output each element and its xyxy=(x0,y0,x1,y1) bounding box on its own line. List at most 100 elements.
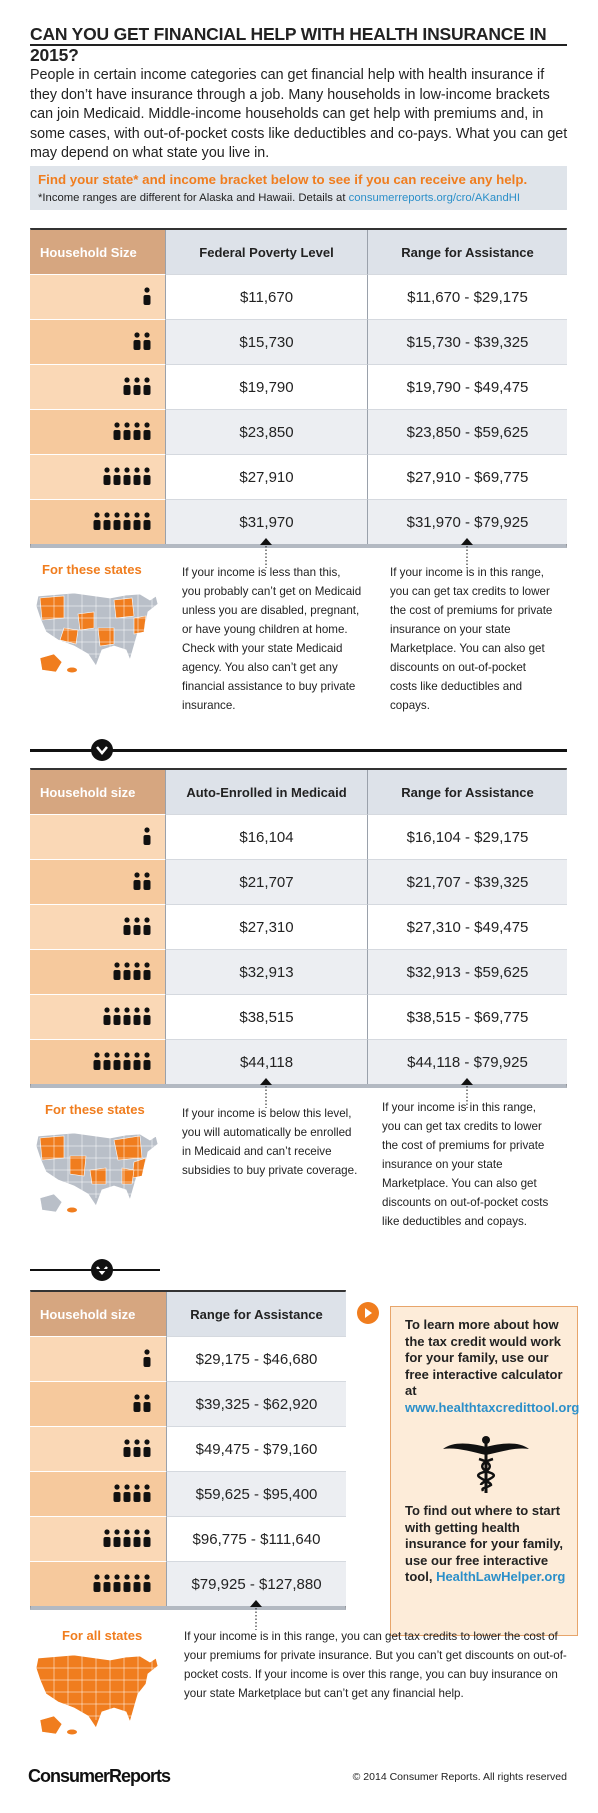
person-body xyxy=(123,1015,131,1025)
person-head xyxy=(134,1529,140,1535)
table-cell: $15,730 xyxy=(165,319,367,364)
person-body xyxy=(123,385,131,395)
person-head xyxy=(144,917,150,923)
person-body xyxy=(143,925,151,935)
household-icon xyxy=(123,377,151,395)
person-head xyxy=(144,1349,150,1355)
column-header: Household Size xyxy=(30,230,165,274)
map-state xyxy=(121,1167,135,1185)
pointer-head xyxy=(260,538,272,545)
column-header: Range for Assistance xyxy=(166,1292,346,1336)
person-head xyxy=(124,422,130,428)
person-head xyxy=(144,872,150,878)
person-body xyxy=(113,970,121,980)
person-head xyxy=(114,1574,120,1580)
sidebar: To learn more about how the tax credit w… xyxy=(390,1306,580,1636)
person-head xyxy=(134,1574,140,1580)
person-body xyxy=(133,880,141,890)
person-body xyxy=(143,1537,151,1547)
person-head xyxy=(124,377,130,383)
person-body xyxy=(113,475,121,485)
household-icon xyxy=(143,827,151,845)
person-body xyxy=(113,1537,121,1547)
person-body xyxy=(93,520,101,530)
arrow-badge xyxy=(357,1302,379,1324)
map-outline xyxy=(35,1654,159,1729)
pointer-head xyxy=(250,1600,262,1607)
person-body xyxy=(133,925,141,935)
table-cell: $21,707 xyxy=(165,859,367,904)
person-head xyxy=(144,1052,150,1058)
map-hawaii xyxy=(67,1207,77,1213)
household-icon xyxy=(93,1574,151,1592)
note: If your income is below this level, you … xyxy=(182,1107,358,1177)
person-body xyxy=(143,340,151,350)
person-body xyxy=(143,1447,151,1457)
us-map xyxy=(35,1654,159,1735)
person-head xyxy=(144,1484,150,1490)
person-body xyxy=(103,1060,111,1070)
household-cell xyxy=(30,1039,165,1084)
map-state xyxy=(133,615,147,635)
person-head xyxy=(144,332,150,338)
table-cell: $96,775 - $111,640 xyxy=(166,1516,346,1561)
person-head xyxy=(134,1052,140,1058)
title: CAN YOU GET FINANCIAL HELP WITH HEALTH I… xyxy=(30,24,547,65)
pointer xyxy=(461,538,473,568)
column-header: Household size xyxy=(30,1292,166,1336)
callout-note: *Income ranges are different for Alaska … xyxy=(38,192,346,204)
household-cell xyxy=(30,409,165,454)
person-body xyxy=(143,1582,151,1592)
person-head xyxy=(144,1394,150,1400)
person-body xyxy=(143,430,151,440)
person-head xyxy=(104,1007,110,1013)
person-body xyxy=(143,1402,151,1412)
note: If your income is in this range, you can… xyxy=(382,1101,549,1228)
table-cell: $23,850 - $59,625 xyxy=(367,409,567,454)
person-body xyxy=(143,1060,151,1070)
person-body xyxy=(133,970,141,980)
person-body xyxy=(133,1402,141,1412)
sidebar-link-2[interactable]: HealthLawHelper.org xyxy=(436,1569,566,1584)
person-body xyxy=(103,520,111,530)
person-head xyxy=(114,1007,120,1013)
table-cell: $79,925 - $127,880 xyxy=(166,1561,346,1606)
person-head xyxy=(124,1484,130,1490)
person-head xyxy=(144,422,150,428)
divider xyxy=(30,749,567,752)
person-head xyxy=(94,1052,100,1058)
us-map xyxy=(35,1132,159,1213)
person-head xyxy=(144,1439,150,1445)
person-head xyxy=(124,1439,130,1445)
person-body xyxy=(113,1582,121,1592)
person-body xyxy=(103,475,111,485)
person-head xyxy=(124,962,130,968)
column-header: Federal Poverty Level xyxy=(165,230,367,274)
divider-badge xyxy=(91,739,113,761)
person-body xyxy=(133,475,141,485)
person-head xyxy=(114,1052,120,1058)
table-cell: $32,913 xyxy=(165,949,367,994)
person-head xyxy=(134,1484,140,1490)
person-body xyxy=(113,430,121,440)
household-cell xyxy=(30,1381,166,1426)
pointer-head xyxy=(461,1078,473,1085)
table-cell: $31,970 - $79,925 xyxy=(367,499,567,544)
column-header: Household size xyxy=(30,770,165,814)
household-icon xyxy=(103,1529,151,1547)
person-head xyxy=(124,1052,130,1058)
person-head xyxy=(104,467,110,473)
table-cell: $27,910 - $69,775 xyxy=(367,454,567,499)
pointer xyxy=(260,538,272,568)
person-head xyxy=(94,512,100,518)
sidebar-text-1: To learn more about how the tax credit w… xyxy=(405,1317,563,1398)
household-cell xyxy=(30,1561,166,1606)
person-head xyxy=(134,1439,140,1445)
household-cell xyxy=(30,904,165,949)
person-head xyxy=(114,422,120,428)
table-cell: $44,118 - $79,925 xyxy=(367,1039,567,1084)
household-cell xyxy=(30,859,165,904)
person-head xyxy=(114,1484,120,1490)
sidebar-link-1[interactable]: www.healthtaxcredittool.org xyxy=(405,1399,580,1415)
callout-link[interactable]: consumerreports.org/cro/AKandHI xyxy=(348,192,521,204)
